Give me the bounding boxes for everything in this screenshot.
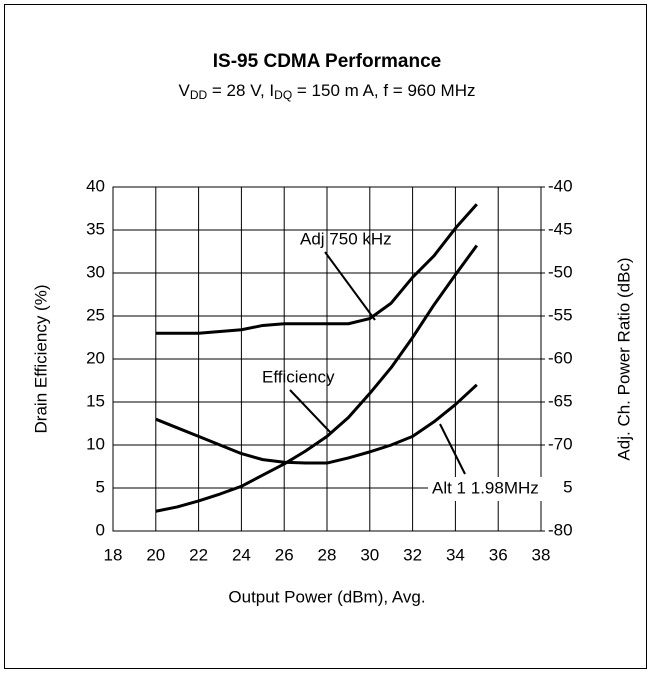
series-line: [155, 244, 479, 513]
y2-tick-label: -60: [548, 348, 573, 367]
y-tick-label: 40: [86, 176, 105, 195]
x-tick-label: 26: [275, 545, 294, 564]
chart-subtitle: VDD = 28 V, IDQ = 150 m A, f = 960 MHz: [179, 81, 476, 102]
y2-tick-label: -80: [548, 520, 573, 539]
y-tick-label: 35: [86, 219, 105, 238]
series-label: Alt 1 1.98MHz: [432, 478, 539, 497]
plot-border: [112, 186, 542, 532]
x-tick-label: 18: [104, 545, 123, 564]
x-tick-label: 24: [232, 545, 251, 564]
x-tick-label: 28: [318, 545, 337, 564]
x-tick-label: 30: [360, 545, 379, 564]
frame: [4, 4, 647, 669]
subtitle-part: = 150 m A, f = 960 MHz: [292, 81, 475, 100]
series-line: [155, 203, 478, 335]
y2-tick-label: -70: [548, 434, 573, 453]
leader-line: [324, 251, 376, 321]
subtitle-part: DQ: [274, 88, 292, 102]
y2-tick-label: -65: [548, 391, 573, 410]
x-tick-label: 36: [489, 545, 508, 564]
y2-tick-label: -40: [548, 176, 573, 195]
series-label: Adj 750 kHz: [300, 229, 392, 248]
x-axis-label: Output Power (dBm), Avg.: [228, 587, 425, 606]
y-tick-label: 0: [96, 520, 105, 539]
subtitle-part: = 28 V, I: [207, 81, 274, 100]
x-tick-label: 38: [532, 545, 551, 564]
y-axis-label: Drain Efficiency (%): [31, 285, 50, 434]
y-tick-label: 15: [86, 391, 105, 410]
y-tick-label: 25: [86, 305, 105, 324]
subtitle-part: V: [179, 81, 191, 100]
y-tick-label: 10: [86, 434, 105, 453]
y-tick-label: 30: [86, 262, 105, 281]
y2-axis-label: Adj. Ch. Power Ratio (dBc): [614, 257, 633, 460]
series-line: [155, 383, 478, 465]
x-tick-label: 20: [146, 545, 165, 564]
x-tick-label: 34: [446, 545, 465, 564]
x-tick-label: 32: [403, 545, 422, 564]
leader-line: [289, 389, 331, 433]
label-box: [428, 477, 564, 501]
subtitle-part: DD: [190, 88, 208, 102]
series-label: Efficiency: [262, 367, 335, 386]
y2-tick-label: -50: [548, 262, 573, 281]
y-tick-label: 5: [96, 477, 105, 496]
x-tick-label: 22: [189, 545, 208, 564]
y-tick-label: 20: [86, 348, 105, 367]
y2-tick-label: -55: [548, 305, 573, 324]
leader-line: [439, 423, 466, 475]
y2-tick-label: -45: [548, 219, 573, 238]
chart-title: IS-95 CDMA Performance: [213, 51, 441, 72]
